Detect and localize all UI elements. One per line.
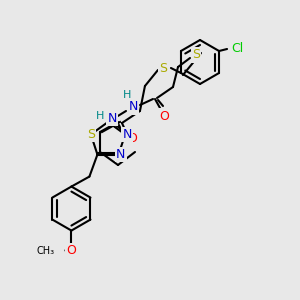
Text: N: N (128, 100, 138, 113)
Text: N: N (107, 112, 117, 124)
Text: Cl: Cl (231, 43, 243, 56)
Text: N: N (116, 148, 125, 161)
Text: N: N (122, 128, 132, 141)
Text: S: S (192, 49, 200, 62)
Text: CH₃: CH₃ (36, 246, 54, 256)
Text: O: O (127, 133, 137, 146)
Text: H: H (123, 90, 131, 100)
Text: H: H (96, 111, 104, 121)
Text: O: O (67, 244, 76, 257)
Text: S: S (159, 61, 167, 74)
Text: S: S (87, 128, 95, 141)
Text: O: O (159, 110, 169, 122)
